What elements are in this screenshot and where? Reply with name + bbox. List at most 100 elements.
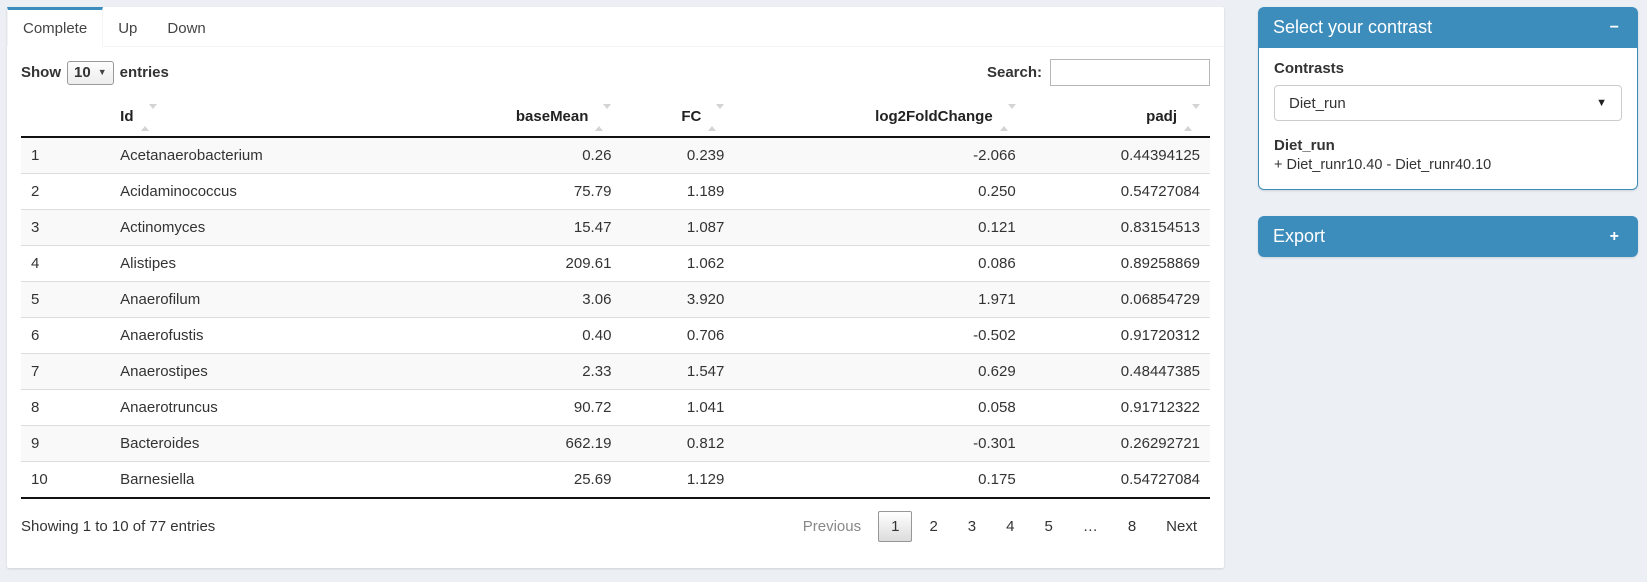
log2fc-cell: -0.502 <box>734 316 1026 354</box>
row-index-cell: 2 <box>21 172 111 210</box>
row-index-cell: 10 <box>21 460 111 499</box>
export-box: Export + <box>1258 216 1638 257</box>
padj-cell: 0.06854729 <box>1025 280 1210 318</box>
sidebar: Select your contrast − Contrasts Diet_ru… <box>1258 7 1638 257</box>
fc-cell: 0.239 <box>621 136 735 174</box>
log2fc-cell: 0.058 <box>734 388 1026 426</box>
pagination: Previous 1 2 3 4 5 … 8 Next <box>786 510 1210 542</box>
column-header-label: Id <box>120 108 134 125</box>
log2fc-cell: 0.121 <box>734 208 1026 246</box>
page-button-2[interactable]: 2 <box>929 517 938 535</box>
column-header-index <box>21 100 111 138</box>
page-button-8[interactable]: 8 <box>1127 517 1137 535</box>
sort-icon[interactable] <box>999 103 1016 131</box>
table-row[interactable]: 9 Bacteroides 662.19 0.812 -0.301 0.26292721 <box>21 424 1210 462</box>
select-arrow-icon: ▼ <box>97 67 107 77</box>
row-index-cell: 6 <box>21 316 111 354</box>
fc-cell: 0.812 <box>621 424 735 462</box>
contrasts-select[interactable]: Diet_run ▼ <box>1274 85 1622 121</box>
baseMean-cell: 209.61 <box>502 244 622 282</box>
table-row[interactable]: 5 Anaerofilum 3.06 3.920 1.971 0.06854729 <box>21 280 1210 318</box>
tab-complete[interactable]: Complete <box>7 7 104 47</box>
padj-cell: 0.54727084 <box>1025 172 1210 210</box>
padj-cell: 0.26292721 <box>1025 424 1210 462</box>
fc-cell: 3.920 <box>621 280 735 318</box>
show-entries-control: Show 10 ▼ entries <box>21 60 169 85</box>
page-button-1[interactable]: 1 <box>878 510 913 542</box>
column-header-FC[interactable]: FC <box>621 100 735 138</box>
table-row[interactable]: 2 Acidaminococcus 75.79 1.189 0.250 0.5472708… <box>21 172 1210 210</box>
sort-icon[interactable] <box>708 103 725 131</box>
fc-cell: 1.547 <box>621 352 735 390</box>
sort-icon[interactable] <box>140 103 157 131</box>
entries-select[interactable]: 10 ▼ <box>67 60 114 85</box>
row-index-cell: 9 <box>21 424 111 462</box>
tab-up[interactable]: Up <box>118 20 138 37</box>
entries-label: entries <box>119 64 169 81</box>
id-cell: Anaerofilum <box>110 280 503 318</box>
next-page-button[interactable]: Next <box>1166 517 1197 535</box>
row-index-cell: 1 <box>21 136 111 174</box>
column-header-log2FoldChange[interactable]: log2FoldChange <box>734 100 1026 138</box>
sort-icon[interactable] <box>1184 103 1200 131</box>
entries-select-value: 10 <box>74 63 91 81</box>
tab-down[interactable]: Down <box>167 20 206 37</box>
search-control: Search: <box>987 59 1210 86</box>
baseMean-cell: 662.19 <box>502 424 622 462</box>
table-header-row: Id baseMean FC log2FoldChange padj <box>21 100 1210 138</box>
column-header-label: baseMean <box>515 108 589 125</box>
baseMean-cell: 25.69 <box>502 460 622 499</box>
baseMean-cell: 90.72 <box>502 388 622 426</box>
tabs-bar: Complete Up Down <box>7 7 1224 47</box>
page-button-4[interactable]: 4 <box>1006 517 1015 535</box>
log2fc-cell: 0.175 <box>734 460 1026 499</box>
padj-cell: 0.44394125 <box>1025 136 1210 174</box>
table-row[interactable]: 8 Anaerotruncus 90.72 1.041 0.058 0.91712322 <box>21 388 1210 426</box>
table-row[interactable]: 4 Alistipes 209.61 1.062 0.086 0.89258869 <box>21 244 1210 282</box>
id-cell: Acetanaerobacterium <box>110 136 503 174</box>
padj-cell: 0.89258869 <box>1025 244 1210 282</box>
page-ellipsis: … <box>1082 517 1098 535</box>
results-table: Id baseMean FC log2FoldChange padj 1 Acetanae… <box>21 100 1210 499</box>
log2fc-cell: 0.086 <box>734 244 1026 282</box>
expand-plus-icon[interactable]: + <box>1609 227 1619 245</box>
page-button-3[interactable]: 3 <box>967 517 977 535</box>
table-row[interactable]: 3 Actinomyces 15.47 1.087 0.121 0.83154513 <box>21 208 1210 246</box>
entries-info: Showing 1 to 10 of 77 entries <box>21 517 216 535</box>
table-row[interactable]: 1 Acetanaerobacterium 0.26 0.239 -2.066 0.443… <box>21 136 1210 174</box>
table-toolbar: Show 10 ▼ entries Search: <box>21 59 1210 86</box>
id-cell: Anaerofustis <box>110 316 503 354</box>
contrast-box-header: Select your contrast − <box>1258 7 1638 48</box>
column-header-Id[interactable]: Id <box>110 100 503 138</box>
log2fc-cell: 0.250 <box>734 172 1026 210</box>
baseMean-cell: 0.40 <box>502 316 622 354</box>
column-header-padj[interactable]: padj <box>1025 100 1210 138</box>
page-button-5[interactable]: 5 <box>1044 517 1053 535</box>
show-label: Show <box>21 64 61 81</box>
contrast-name: Diet_run <box>1274 137 1335 154</box>
previous-page-button[interactable]: Previous <box>802 517 862 535</box>
contrast-formula: + Diet_runr10.40 - Diet_runr40.10 <box>1274 157 1492 173</box>
row-index-cell: 4 <box>21 244 111 282</box>
column-header-label: log2FoldChange <box>875 108 993 125</box>
search-input[interactable] <box>1050 59 1210 86</box>
collapse-minus-icon[interactable]: − <box>1609 18 1619 36</box>
log2fc-cell: 0.629 <box>734 352 1026 390</box>
baseMean-cell: 2.33 <box>502 352 622 390</box>
padj-cell: 0.48447385 <box>1025 352 1210 390</box>
id-cell: Anaerotruncus <box>110 388 503 426</box>
fc-cell: 1.129 <box>621 460 735 499</box>
results-card: Complete Up Down Show 10 ▼ entries Searc… <box>7 7 1224 568</box>
sort-icon[interactable] <box>595 103 612 131</box>
padj-cell: 0.91720312 <box>1025 316 1210 354</box>
table-row[interactable]: 7 Anaerostipes 2.33 1.547 0.629 0.48447385 <box>21 352 1210 390</box>
row-index-cell: 3 <box>21 208 111 246</box>
contrasts-label: Contrasts <box>1274 60 1345 77</box>
table-row[interactable]: 10 Barnesiella 25.69 1.129 0.175 0.54727084 <box>21 460 1210 499</box>
baseMean-cell: 75.79 <box>502 172 622 210</box>
column-header-baseMean[interactable]: baseMean <box>502 100 622 138</box>
contrast-box: Select your contrast − Contrasts Diet_ru… <box>1258 7 1638 190</box>
baseMean-cell: 15.47 <box>502 208 622 246</box>
table-row[interactable]: 6 Anaerofustis 0.40 0.706 -0.502 0.91720312 <box>21 316 1210 354</box>
search-label: Search: <box>986 64 1042 81</box>
